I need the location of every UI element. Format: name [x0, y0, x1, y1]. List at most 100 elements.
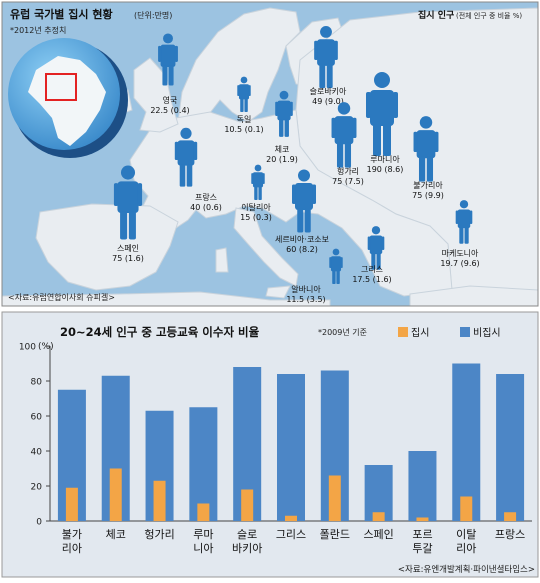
country-name: 세르비아·코소보 [275, 234, 329, 244]
y-tick-label: 60 [31, 413, 43, 423]
bar-chart-title: 20~24세 인구 중 고등교육 이수자 비율 [60, 325, 260, 339]
legend-label-roma: 집시 [411, 327, 429, 339]
country-name: 슬로바키아 [310, 86, 347, 96]
bar-non-roma [189, 407, 218, 521]
country-name: 프랑스 [195, 192, 217, 202]
country-name: 스페인 [117, 243, 139, 253]
country-value: 22.5 (0.4) [150, 106, 189, 115]
map-border [1, 1, 539, 307]
category-label: 스페인 [363, 528, 393, 541]
legend-label-non-roma: 비집시 [473, 327, 501, 339]
chart-legend: 집시 비집시 [398, 327, 501, 339]
country-name: 불가리아 [413, 180, 443, 190]
bar-roma [197, 503, 210, 521]
country-name: 헝가리 [337, 167, 359, 176]
y-tick-label: 20 [31, 483, 43, 493]
map-title: 유럽 국가별 집시 현황 [10, 7, 113, 21]
country-name: 독일 [237, 115, 252, 124]
category-label: 그리스 [276, 528, 306, 541]
country-value: 49 (9.0) [312, 97, 344, 106]
bar-non-roma [452, 363, 481, 521]
legend-swatch-roma [398, 327, 408, 337]
country-value: 10.5 (0.1) [224, 125, 263, 134]
category-label: 프랑스 [495, 528, 525, 541]
bar-non-roma [277, 374, 305, 521]
bar-roma [328, 475, 341, 521]
bar-roma [504, 512, 517, 521]
bar-panel [1, 311, 539, 578]
globe-europe-box [45, 73, 77, 101]
country-value: 75 (1.6) [112, 254, 144, 263]
country-value: 19.7 (9.6) [440, 259, 479, 268]
category-label: 헝가리 [144, 528, 174, 541]
country-value: 11.5 (3.5) [286, 295, 325, 304]
bar-roma [460, 496, 473, 521]
category-label: 불가 리아 [62, 528, 82, 555]
bar-roma [65, 487, 78, 521]
category-label: 슬로 바키아 [232, 528, 262, 555]
globe-inset [8, 38, 128, 158]
country-value: 60 (8.2) [286, 245, 318, 254]
map-unit-note: (단위:만명) [134, 10, 172, 20]
y-axis-unit: (%) [38, 342, 54, 352]
country-value: 75 (7.5) [332, 177, 364, 186]
category-label: 포르 투갈 [412, 528, 432, 555]
country-name: 그리스 [361, 265, 383, 274]
country-value: 190 (8.6) [367, 165, 404, 174]
country-name: 알바니아 [291, 284, 321, 294]
bar-non-roma [364, 465, 393, 521]
legend-swatch-non-roma [460, 327, 470, 337]
y-tick-label: 80 [31, 378, 43, 388]
country-value: 40 (0.6) [190, 203, 222, 212]
country-value: 20 (1.9) [266, 155, 298, 164]
country-name: 체코 [275, 144, 290, 154]
bar-roma [109, 468, 122, 521]
bar-roma [416, 517, 429, 521]
map-legend-label: 집시 인구 [418, 9, 454, 21]
bar-non-roma [408, 451, 437, 521]
category-label: 루마 니아 [193, 528, 213, 555]
bar-roma [372, 512, 385, 521]
country-name: 마케도니아 [442, 248, 479, 258]
bar-roma [153, 480, 166, 521]
map-legend-note: (전체 인구 중 비율 %) [456, 11, 522, 20]
y-tick-label: 40 [31, 448, 43, 458]
bar-roma [241, 489, 254, 521]
y-tick-label: 0 [36, 518, 42, 528]
bar-roma [285, 515, 297, 521]
country-name: 이탈리아 [241, 202, 271, 212]
bar-non-roma [496, 374, 525, 521]
category-label: 폴란드 [320, 528, 350, 541]
map-estimate-note: *2012년 추정치 [10, 25, 66, 35]
bar-chart-source: <자료:유엔개발계획·파이낸셜타임스> [398, 564, 535, 575]
map-panel: 유럽 국가별 집시 현황 (단위:만명) *2012년 추정치 집시 인구 (전… [2, 2, 538, 306]
country-value: 15 (0.3) [240, 213, 272, 222]
country-value: 17.5 (1.6) [352, 275, 391, 284]
y-tick-label: 100 [19, 343, 36, 353]
bar-chart-year-note: *2009년 기준 [318, 327, 367, 337]
country-name: 루마니아 [370, 154, 400, 164]
category-label: 이탈 리아 [456, 528, 476, 555]
country-value: 75 (9.9) [412, 191, 444, 200]
country-name: 영국 [163, 95, 178, 105]
map-source: <자료:유럽연합이사회 슈피겔> [8, 292, 115, 302]
category-label: 체코 [106, 528, 126, 541]
bar-chart: 0 20 40 60 80 100 불가 리아 체코 헝가리 루마 니아 슬로 바키아 그리스 폴란드 스페인 포… [19, 343, 532, 555]
